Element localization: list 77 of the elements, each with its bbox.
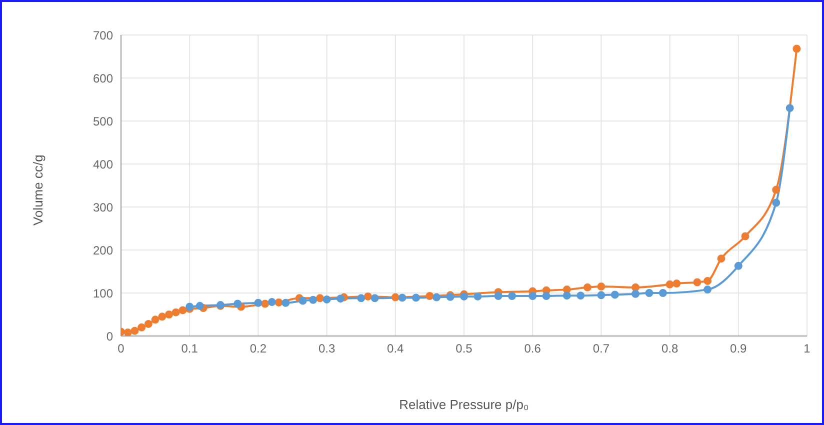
- point: [234, 300, 242, 308]
- point: [632, 290, 640, 298]
- point: [282, 298, 290, 307]
- point: [610, 290, 619, 299]
- point: [254, 298, 262, 307]
- point: [562, 292, 571, 300]
- point: [426, 292, 434, 300]
- point: [576, 292, 585, 300]
- point: [672, 280, 681, 288]
- point: [178, 306, 187, 314]
- point: [196, 302, 204, 310]
- y-tick-label: 400: [92, 157, 114, 172]
- point: [792, 44, 801, 53]
- point: [704, 276, 712, 285]
- point: [693, 278, 702, 286]
- x-tick-label: 0.3: [318, 342, 336, 356]
- x-tick-label: 1: [804, 342, 811, 356]
- point: [412, 294, 420, 302]
- x-tick-label: 0.8: [661, 342, 678, 356]
- point: [658, 289, 667, 297]
- point: [786, 104, 794, 112]
- point: [357, 294, 366, 302]
- point: [336, 294, 345, 303]
- point: [322, 295, 331, 304]
- point: [528, 292, 537, 300]
- x-tick-label: 0: [118, 342, 125, 356]
- point: [542, 292, 550, 300]
- point: [364, 292, 372, 300]
- point: [274, 298, 283, 306]
- x-tick-label: 0.6: [524, 342, 542, 356]
- x-tick-label: 0.7: [592, 342, 610, 356]
- point: [772, 198, 780, 207]
- point: [432, 293, 441, 302]
- y-tick-label: 600: [92, 71, 114, 86]
- point: [172, 308, 180, 316]
- point: [144, 320, 152, 328]
- point: [261, 300, 270, 308]
- point: [124, 328, 132, 336]
- point: [666, 280, 674, 288]
- point: [597, 291, 606, 300]
- point: [138, 323, 146, 332]
- x-tick-label: 0.4: [387, 342, 404, 356]
- point: [298, 296, 307, 305]
- point: [130, 326, 139, 335]
- point: [474, 292, 482, 300]
- point: [398, 294, 406, 302]
- point: [391, 293, 400, 302]
- point: [165, 310, 174, 318]
- point: [508, 292, 516, 300]
- point: [734, 262, 742, 270]
- y-tick-label: 700: [92, 28, 114, 42]
- x-axis-title: Relative Pressure p/p₀: [399, 397, 529, 412]
- point: [151, 316, 160, 324]
- x-tick-label: 0.2: [250, 342, 267, 356]
- point: [597, 282, 606, 291]
- point: [316, 294, 324, 302]
- y-tick-label: 500: [92, 114, 114, 128]
- point: [309, 296, 318, 304]
- x-tick-label: 0.5: [456, 342, 473, 356]
- y-tick-label: 0: [106, 329, 114, 344]
- point: [704, 286, 712, 294]
- point: [741, 232, 750, 240]
- y-tick-label: 300: [92, 200, 114, 214]
- y-tick-label: 200: [92, 243, 114, 258]
- point: [158, 312, 166, 321]
- point: [632, 283, 640, 292]
- point: [772, 186, 780, 194]
- y-tick-label: 100: [92, 286, 114, 300]
- y-axis-title: Volume cc/g: [30, 154, 46, 226]
- point: [645, 289, 654, 297]
- point: [370, 294, 379, 302]
- point: [268, 298, 276, 306]
- point: [717, 254, 726, 263]
- x-tick-label: 0.1: [181, 342, 198, 356]
- point: [583, 283, 592, 292]
- point: [494, 292, 502, 300]
- x-tick-label: 0.9: [730, 342, 748, 356]
